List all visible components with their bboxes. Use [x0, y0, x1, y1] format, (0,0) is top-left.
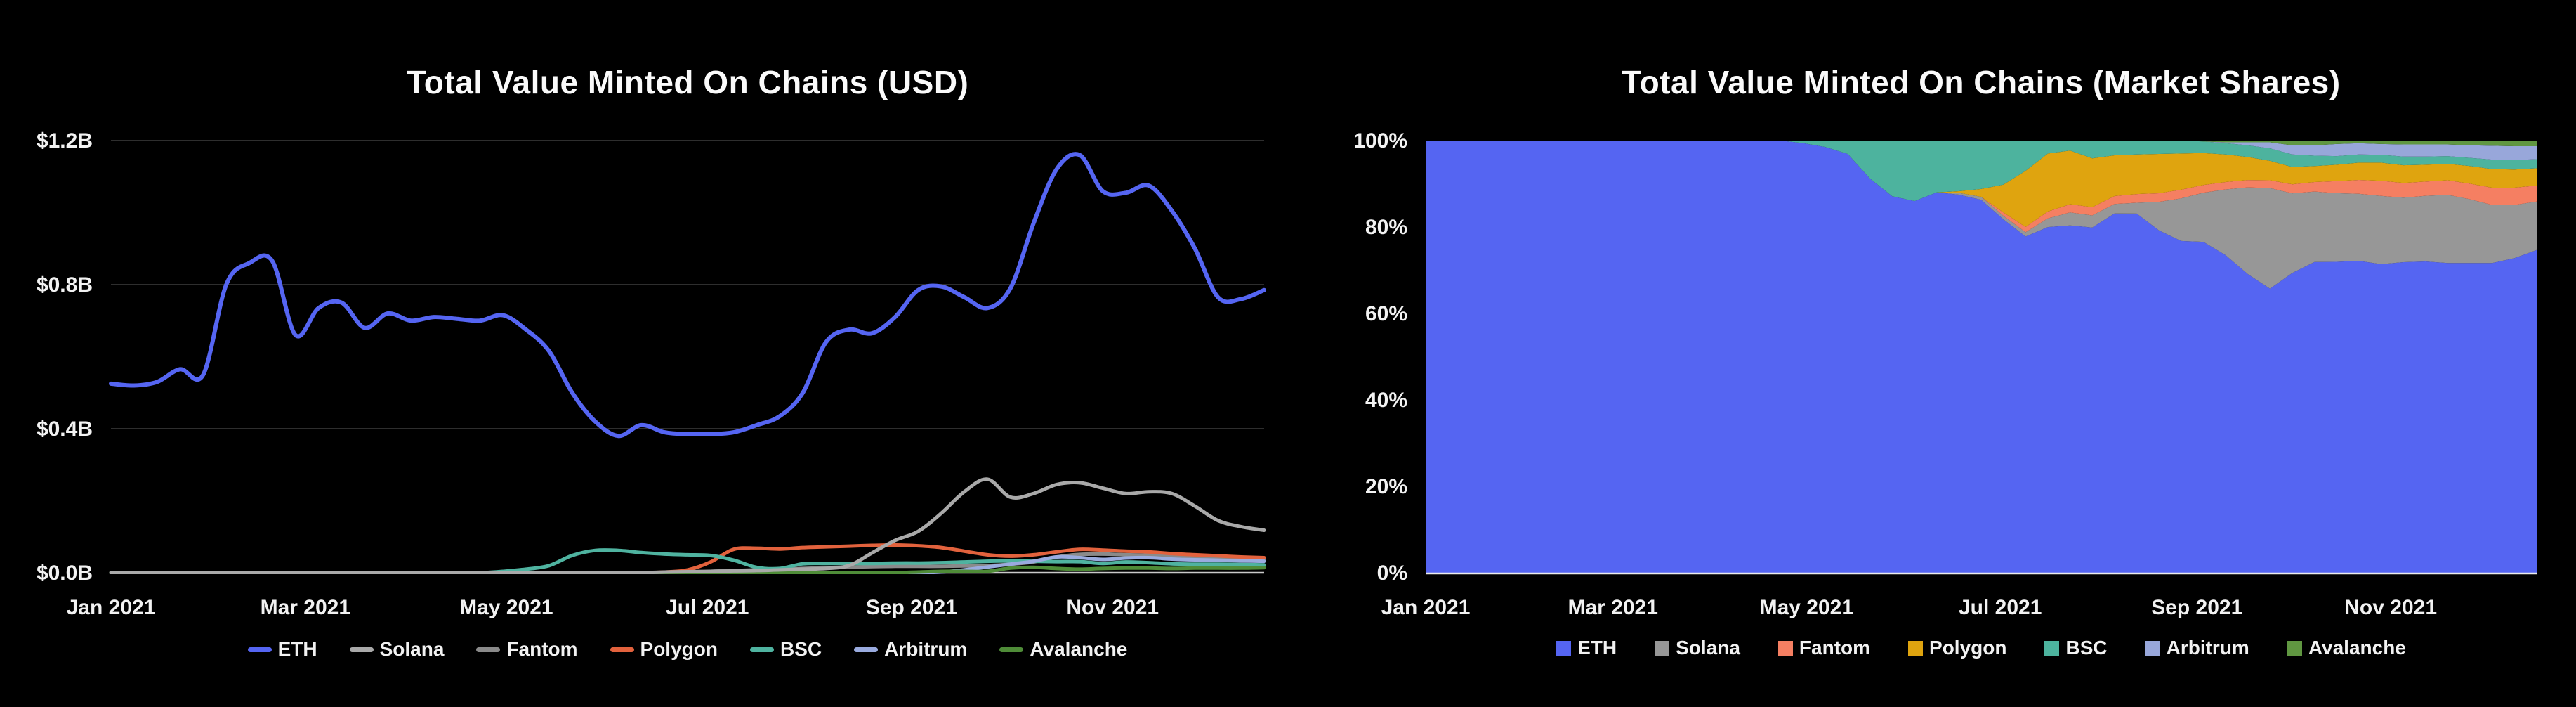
- x-axis-label: Jul 2021: [1959, 596, 2042, 619]
- legend-label: Polygon: [640, 638, 718, 660]
- arbitrum-legend-marker-icon: [2145, 640, 2160, 656]
- legend-item-fantom[interactable]: Fantom: [476, 638, 578, 661]
- legend-item-avalanche[interactable]: Avalanche: [999, 638, 1127, 661]
- legend-item-avalanche[interactable]: Avalanche: [2287, 637, 2406, 659]
- series-solana-line: [109, 477, 1266, 574]
- x-axis-label: Nov 2021: [1066, 596, 1159, 619]
- chart-usd-legend: ETH Solana Fantom Polygon BSC Arbitrum Avalanc…: [111, 638, 1264, 661]
- y-axis-label: 80%: [1365, 216, 1407, 239]
- y-axis-label: 20%: [1365, 475, 1407, 498]
- y-axis-label: 0%: [1377, 562, 1407, 585]
- chart-usd-section: Total Value Minted On Chains (USD) $1.2B…: [37, 64, 1266, 661]
- legend-item-bsc[interactable]: BSC: [749, 638, 822, 661]
- legend-label: Arbitrum: [2166, 637, 2249, 659]
- x-axis-label: Nov 2021: [2344, 596, 2437, 619]
- legend-item-solana[interactable]: Solana: [1655, 637, 1740, 659]
- legend-item-eth[interactable]: ETH: [1556, 637, 1617, 659]
- legend-item-polygon[interactable]: Polygon: [1908, 637, 2006, 659]
- solana-legend-marker-icon: [1655, 640, 1670, 656]
- legend-item-bsc[interactable]: BSC: [2044, 637, 2108, 659]
- y-axis-label: 40%: [1365, 389, 1407, 412]
- x-axis-label: Mar 2021: [1568, 596, 1658, 619]
- y-axis-label: $0.4B: [37, 417, 93, 441]
- series-eth-area: [1426, 141, 2537, 573]
- series-eth-line: [109, 152, 1266, 439]
- eth-legend-marker-icon: [247, 647, 272, 652]
- legend-item-arbitrum[interactable]: Arbitrum: [854, 638, 967, 661]
- chart-usd-title: Total Value Minted On Chains (USD): [406, 64, 969, 100]
- y-axis-label: 60%: [1365, 302, 1407, 325]
- fantom-legend-marker-icon: [1777, 640, 1793, 656]
- legend-item-arbitrum[interactable]: Arbitrum: [2145, 637, 2249, 659]
- x-axis-label: May 2021: [459, 596, 553, 619]
- eth-legend-marker-icon: [1556, 640, 1572, 656]
- series-avalanche-area: [1426, 141, 2537, 146]
- legend-label: Solana: [379, 638, 445, 660]
- legend-label: Fantom: [506, 638, 578, 660]
- chart-shares-plot: 100% 80% 60% 40% 20% 0% Jan 2021 Mar 2021 May 20…: [1353, 129, 2537, 619]
- legend-label: Solana: [1676, 637, 1740, 659]
- chart-shares-section: Total Value Minted On Chains (Market Sha…: [1288, 0, 2576, 707]
- x-axis-label: Sep 2021: [866, 596, 957, 619]
- y-axis-label: 100%: [1353, 129, 1407, 153]
- legend-item-eth[interactable]: ETH: [247, 638, 317, 661]
- legend-label: ETH: [277, 638, 317, 660]
- y-axis-label: $0.8B: [37, 273, 93, 297]
- legend-label: Polygon: [1929, 637, 2007, 659]
- series-bsc-area: [1426, 141, 2537, 202]
- bsc-legend-marker-icon: [2044, 640, 2060, 656]
- series-polygon-area: [1426, 141, 2537, 227]
- chart-shares-legend: ETH Solana Fantom Polygon BSC Arbitrum Avalanc…: [1426, 637, 2537, 659]
- legend-item-polygon[interactable]: Polygon: [610, 638, 718, 661]
- legend-item-solana[interactable]: Solana: [349, 638, 445, 661]
- fantom-legend-marker-icon: [476, 647, 501, 652]
- legend-label: BSC: [780, 638, 822, 660]
- polygon-legend-marker-icon: [1908, 640, 1924, 656]
- avalanche-legend-marker-icon: [999, 647, 1024, 652]
- x-axis-label: May 2021: [1760, 596, 1853, 619]
- legend-label: ETH: [1577, 637, 1617, 659]
- series-arbitrum-area: [1426, 141, 2537, 160]
- legend-item-fantom[interactable]: Fantom: [1777, 637, 1871, 659]
- legend-label: Fantom: [1799, 637, 1871, 659]
- polygon-legend-marker-icon: [610, 647, 634, 652]
- x-axis-label: Jan 2021: [1381, 596, 1471, 619]
- chart-usd-plot: $1.2B $0.8B $0.4B $0.0B Jan 2021 Mar 2021 May …: [37, 129, 1266, 619]
- series-solana-area: [1426, 141, 2537, 289]
- x-axis-label: Jan 2021: [67, 596, 156, 619]
- y-axis-label: $1.2B: [37, 129, 93, 153]
- legend-label: Avalanche: [1030, 638, 1128, 660]
- bsc-legend-marker-icon: [749, 647, 774, 652]
- arbitrum-legend-marker-icon: [854, 647, 879, 652]
- y-axis-label: $0.0B: [37, 562, 93, 585]
- x-axis-label: Sep 2021: [2151, 596, 2242, 619]
- x-axis-label: Jul 2021: [666, 596, 749, 619]
- series-fantom-area: [1426, 141, 2537, 233]
- legend-label: Arbitrum: [884, 638, 968, 660]
- legend-label: Avalanche: [2308, 637, 2406, 659]
- avalanche-legend-marker-icon: [2287, 640, 2302, 656]
- solana-legend-marker-icon: [349, 647, 374, 652]
- legend-label: BSC: [2065, 637, 2108, 659]
- x-axis-label: Mar 2021: [261, 596, 350, 619]
- chart-shares-title: Total Value Minted On Chains (Market Sha…: [1622, 64, 2341, 100]
